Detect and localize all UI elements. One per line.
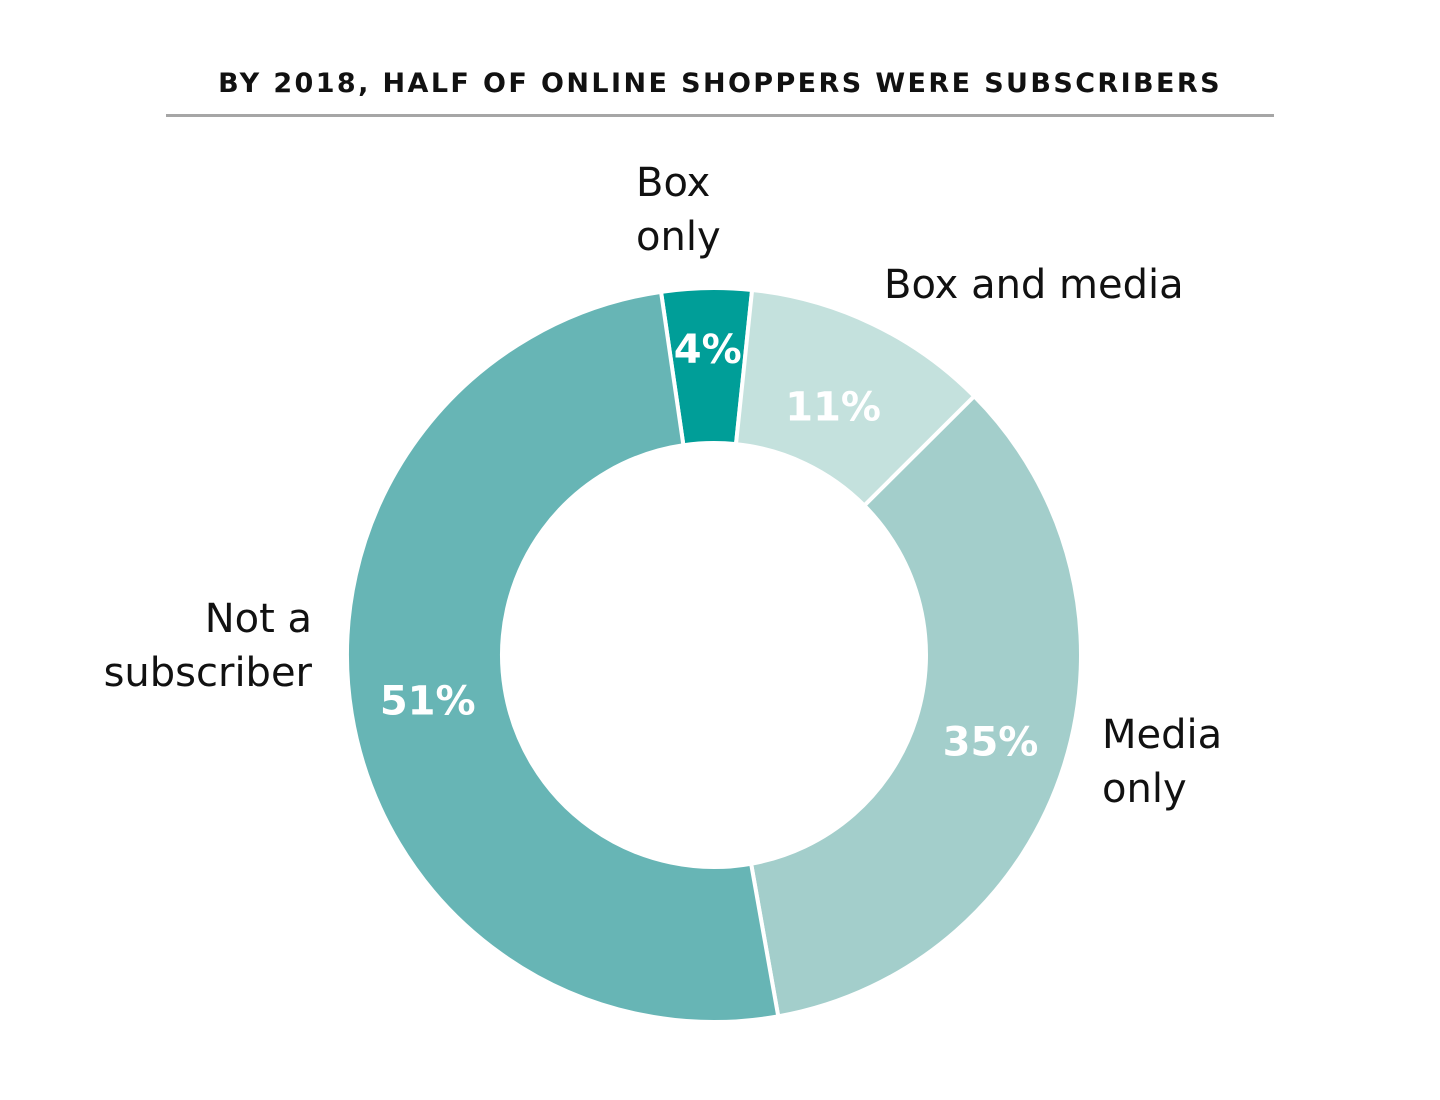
category-label-media-only: Media only	[1102, 712, 1222, 812]
chart-title: BY 2018, HALF OF ONLINE SHOPPERS WERE SU…	[218, 68, 1222, 99]
category-label-line: only	[1102, 766, 1187, 812]
category-label-box-and-media: Box and media	[884, 262, 1184, 308]
category-label-line: Not a	[205, 596, 312, 642]
value-label-not-a-subscriber: 51%	[380, 678, 476, 724]
value-label-media-only: 35%	[943, 719, 1039, 765]
category-label-line: subscriber	[104, 650, 313, 696]
category-label-box-only: Box only	[636, 160, 721, 260]
category-label-line: Box and media	[884, 262, 1184, 308]
value-labels: 4% 11% 35% 51%	[380, 327, 1039, 765]
category-labels: Box only Box and media Media only Not a subscr…	[104, 160, 1223, 812]
category-label-line: only	[636, 214, 721, 260]
category-label-line: Media	[1102, 712, 1222, 758]
category-label-not-a-subscriber: Not a subscriber	[104, 596, 313, 696]
slice-not-a-subscriber	[344, 289, 781, 1025]
slice-media-only	[748, 393, 1083, 1019]
value-label-box-and-media: 11%	[785, 384, 881, 430]
category-label-line: Box	[636, 160, 710, 206]
donut-slices	[344, 286, 1083, 1025]
value-label-box-only: 4%	[674, 327, 742, 373]
title-rule	[166, 114, 1274, 117]
